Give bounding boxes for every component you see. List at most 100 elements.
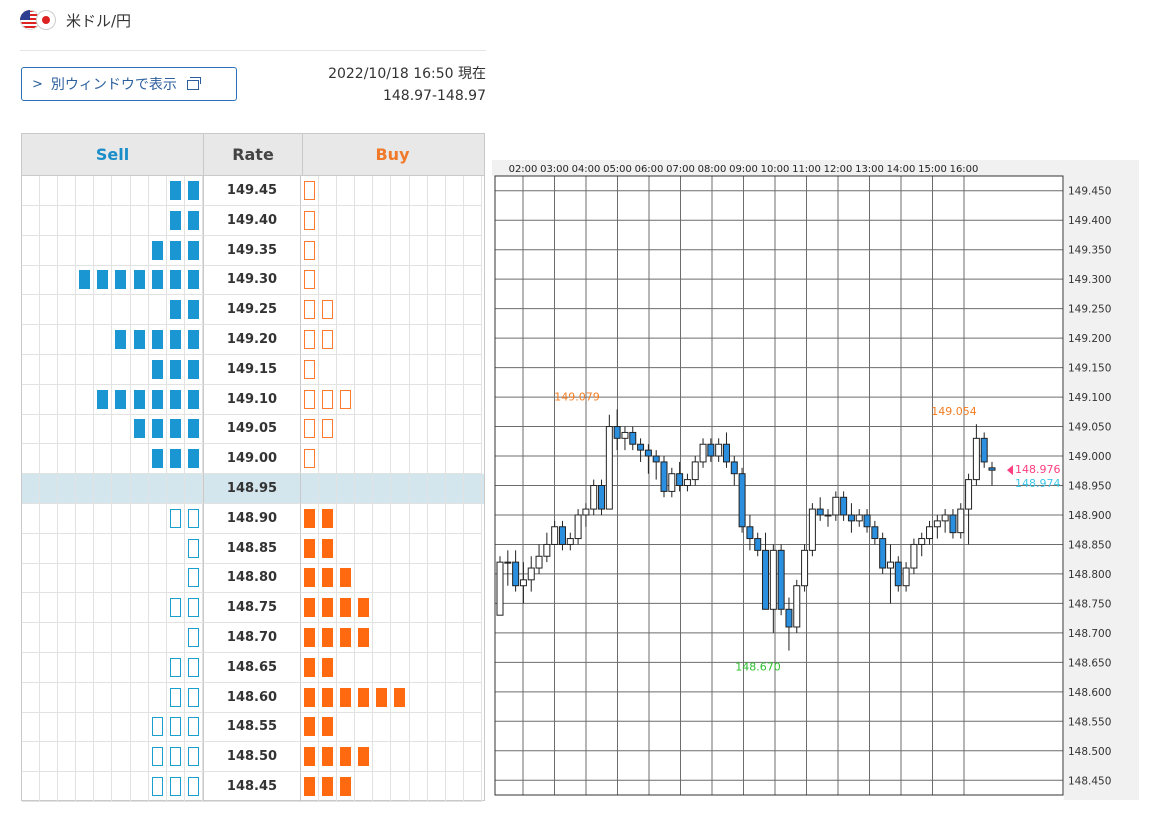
buy-cells [301,563,482,594]
buy-cell [301,712,320,743]
sell-cell [184,444,203,475]
order-book-row: 148.80 [22,563,484,594]
buy-cell [373,176,392,206]
sell-volume-block [115,389,127,409]
buy-volume-block [358,687,370,707]
sell-volume-block [79,270,91,290]
sell-cell [184,295,203,326]
buy-cell [463,563,482,594]
buy-volume-block [322,330,334,349]
buy-volume-block [322,389,334,409]
x-tick-label: 14:00 [887,164,916,175]
buy-cell [391,474,410,504]
buy-cell [373,772,392,802]
sell-cell [112,205,131,236]
sell-column-header: Sell [95,145,130,164]
sell-cell [22,265,41,296]
order-book-row: 149.00 [22,444,484,475]
candle-body [605,426,613,510]
buy-volume-block [304,568,315,588]
buy-cell [409,742,428,773]
buy-cell [463,742,482,773]
sell-cells [22,682,203,713]
price-axis-band [1064,160,1139,800]
buy-cell [355,772,374,802]
sell-volume-block [187,538,199,558]
buy-cells [301,444,482,475]
x-tick-label: 11:00 [792,164,821,175]
x-tick-label: 06:00 [635,164,664,175]
buy-cell [463,176,482,206]
sell-cell [130,563,149,594]
sell-cell [40,205,59,236]
buy-cell [355,563,374,594]
sell-cell [22,176,41,206]
sell-cell [130,623,149,653]
buy-cell [463,444,482,475]
buy-cell [355,503,374,534]
sell-cell [112,682,131,713]
buy-cells [301,295,482,326]
buy-cell [409,235,428,266]
sell-cell [22,742,41,773]
sell-volume-block [115,330,127,349]
buy-cell [445,176,464,206]
rate-cell: 149.45 [203,176,301,206]
buy-cell [337,384,356,415]
candle-body [519,579,527,587]
sell-cell [94,414,113,445]
sell-volume-block [187,270,199,290]
sell-cell [166,265,185,296]
sell-cell [130,474,149,504]
buy-cells [301,205,482,236]
rate-cell: 149.30 [203,265,301,296]
buy-cell [373,295,392,326]
sell-cell [40,235,59,266]
sell-cells [22,205,203,236]
sell-cell [94,265,113,296]
sell-cell [22,384,41,415]
buy-volume-block [322,538,334,558]
sell-cell [40,742,59,773]
candle-body [699,443,707,463]
candle-body [785,608,793,628]
buy-cell [463,414,482,445]
y-tick-label: 149.250 [1068,304,1111,316]
buy-cell [319,623,338,653]
sell-volume-block [187,449,199,469]
candle-body [613,426,621,439]
sell-cell [76,444,95,475]
buy-cell [337,652,356,683]
ask-price-label: 148.974 [1015,477,1061,490]
candle-body [590,485,598,510]
buy-volume-block [304,657,315,677]
candle-body [840,496,848,516]
open-in-new-window-button[interactable]: > 別ウィンドウで表示 [21,67,237,101]
candle-body [910,543,918,569]
buy-cell [355,623,374,653]
header-divider [20,50,486,51]
sell-volume-block [169,359,181,379]
buy-cell [409,444,428,475]
sell-cell [130,533,149,564]
buy-volume-block [322,419,334,439]
sell-cells [22,325,203,355]
buy-cell [445,235,464,266]
sell-cell [40,295,59,326]
y-tick-label: 148.800 [1068,569,1111,581]
sell-cells [22,503,203,534]
sell-volume-block [169,240,181,260]
buy-cell [319,205,338,236]
candle-body [527,567,535,581]
order-book-row: 148.70 [22,623,484,653]
buy-cell [319,176,338,206]
sell-cell [58,712,77,743]
rate-cell: 148.75 [203,593,301,624]
buy-cell [445,742,464,773]
candle-body [629,431,637,445]
sell-cell [22,682,41,713]
buy-cell [355,295,374,326]
buy-volume-block [304,777,315,796]
buy-cell [445,474,464,504]
buy-cell [409,533,428,564]
